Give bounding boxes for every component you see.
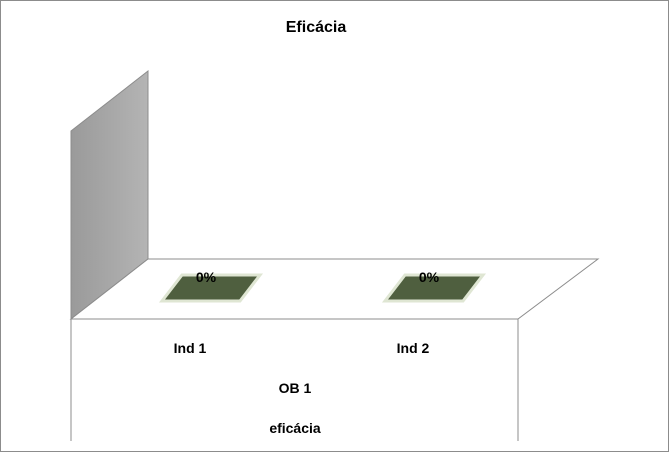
bar-2: [381, 273, 487, 303]
bar-1: [158, 273, 264, 303]
floor: [69, 258, 600, 320]
bars-layer: [158, 273, 487, 303]
category-label-2: Ind 2: [397, 340, 430, 356]
data-label-2: 0%: [419, 269, 440, 285]
data-label-1: 0%: [196, 269, 217, 285]
labels-layer: 0% Ind 1 0% Ind 2 OB 1 eficácia: [174, 269, 440, 436]
chart-title: Eficácia: [285, 19, 347, 36]
category-label-1: Ind 1: [174, 340, 207, 356]
category-group-label: OB 1: [279, 380, 312, 396]
x-axis-title: eficácia: [269, 420, 321, 436]
